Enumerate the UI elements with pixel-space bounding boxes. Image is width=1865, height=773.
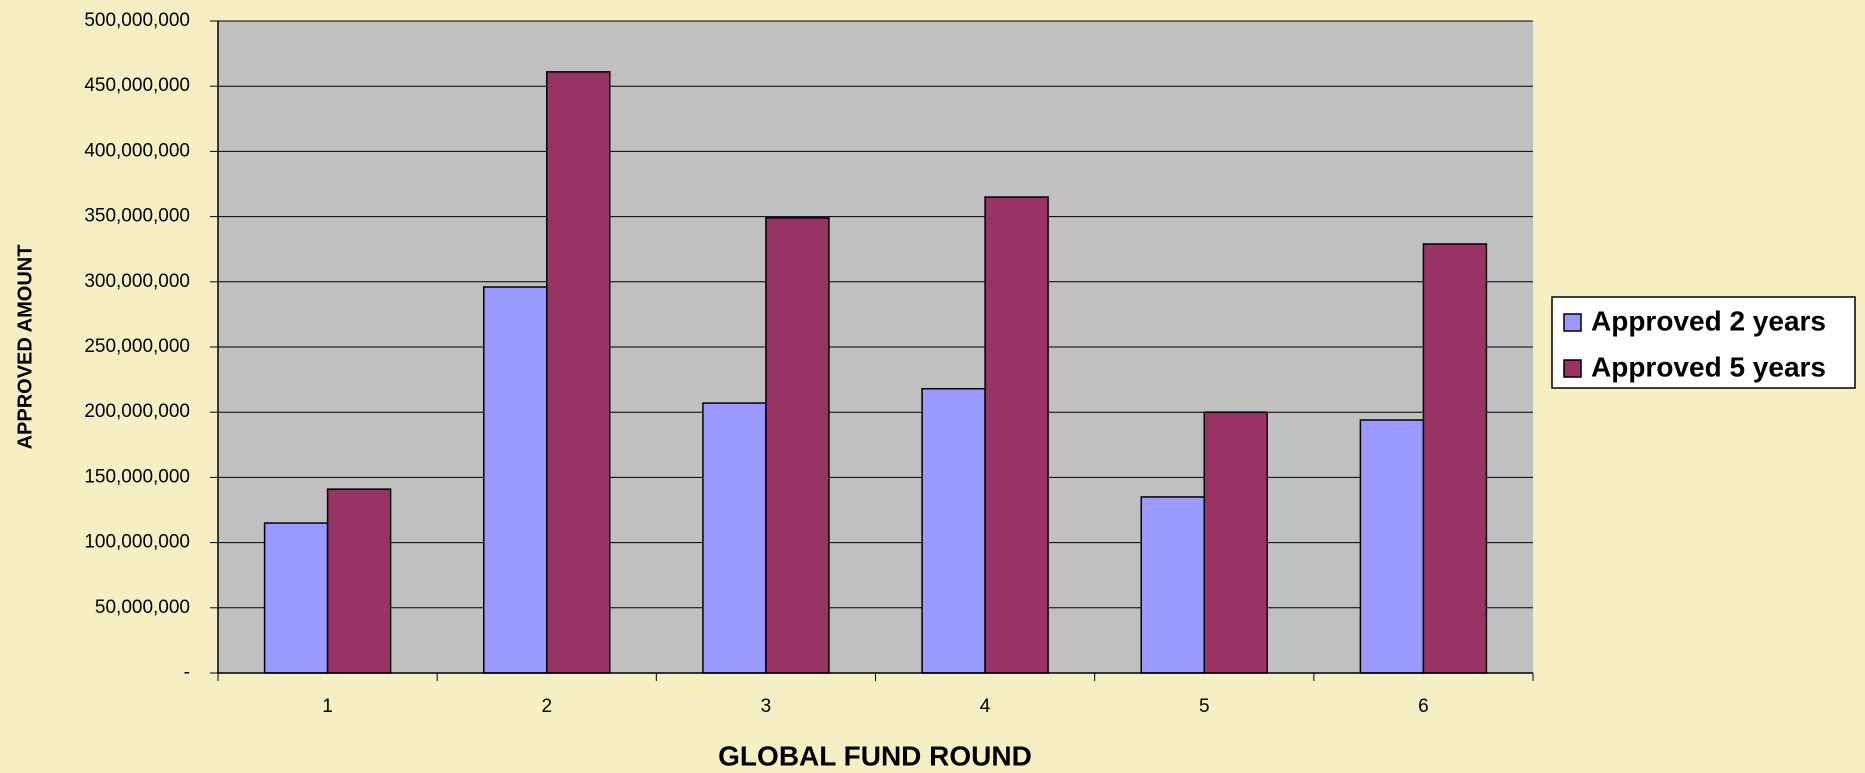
y-tick-label: 350,000,000 <box>84 206 190 227</box>
bar <box>547 72 610 673</box>
y-tick-label: 500,000,000 <box>84 10 190 31</box>
y-tick-label: 250,000,000 <box>84 336 190 357</box>
x-tick-label: 2 <box>541 696 552 717</box>
x-tick-label: 1 <box>322 696 333 717</box>
legend-swatch <box>1564 360 1581 377</box>
y-tick-label: 150,000,000 <box>84 466 190 487</box>
legend-swatch <box>1564 314 1581 331</box>
y-tick-label: 200,000,000 <box>84 401 190 422</box>
y-tick-label: 400,000,000 <box>84 140 190 161</box>
bar <box>1204 412 1267 673</box>
y-tick-label: 50,000,000 <box>95 597 190 618</box>
bar <box>703 403 766 673</box>
bar <box>265 523 328 673</box>
bar <box>922 389 985 673</box>
legend-label: Approved 5 years <box>1591 351 1826 382</box>
bar <box>1423 244 1486 673</box>
x-axis-label: GLOBAL FUND ROUND <box>718 740 1032 771</box>
bar <box>766 218 829 673</box>
x-tick-label: 3 <box>761 696 772 717</box>
legend-label: Approved 2 years <box>1591 305 1826 336</box>
bar <box>484 287 547 673</box>
x-tick-label: 6 <box>1418 696 1429 717</box>
y-tick-label: 300,000,000 <box>84 271 190 292</box>
bar <box>1360 420 1423 673</box>
x-tick-label: 4 <box>980 696 991 717</box>
y-tick-label: 450,000,000 <box>84 75 190 96</box>
y-tick-label: - <box>184 662 190 683</box>
chart: GLOBAL FUND ROUND APPROVED AMOUNT - 50,00… <box>0 0 1865 773</box>
bar <box>1141 497 1204 673</box>
y-axis-label: APPROVED AMOUNT <box>14 245 36 450</box>
bar <box>328 489 391 673</box>
x-tick-label: 5 <box>1199 696 1210 717</box>
bar <box>985 197 1048 673</box>
y-tick-label: 100,000,000 <box>84 532 190 553</box>
